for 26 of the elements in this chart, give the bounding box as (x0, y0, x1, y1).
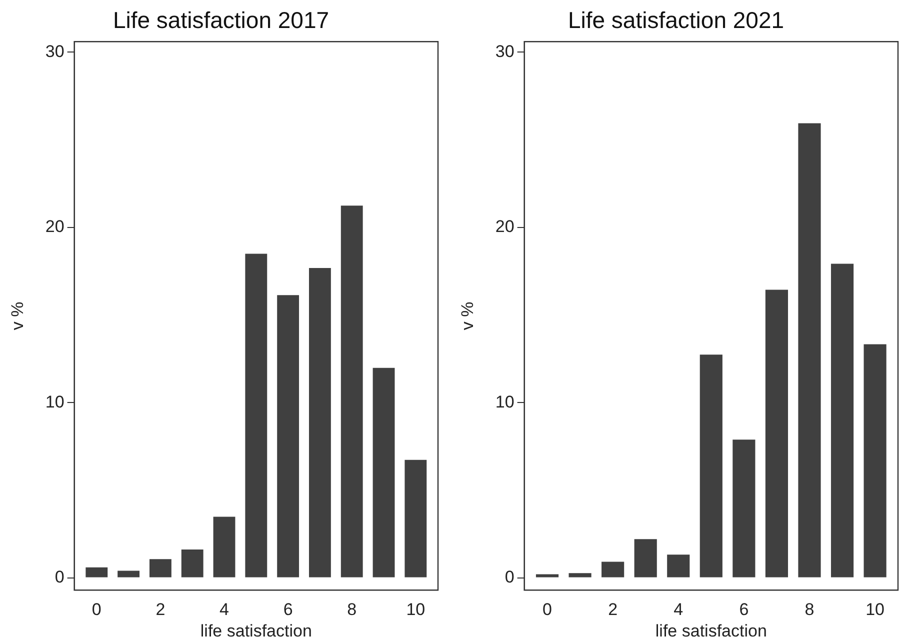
x-axis-title: life satisfaction (655, 621, 767, 640)
y-tick-label: 20 (495, 217, 514, 236)
y-tick-label: 10 (45, 392, 64, 412)
y-tick-label: 30 (45, 42, 64, 61)
x-tick-label: 10 (866, 600, 885, 620)
chart-title: Life satisfaction 2021 (568, 7, 784, 34)
x-axis-title: life satisfaction (200, 621, 312, 640)
y-tick-label: 20 (45, 217, 64, 236)
x-tick-label: 2 (156, 600, 166, 620)
y-axis-title: v % (8, 302, 27, 330)
x-tick-label: 0 (542, 600, 552, 620)
x-tick-label: 2 (608, 600, 618, 620)
y-tick-label: 30 (495, 42, 514, 61)
x-tick-label: 10 (406, 600, 426, 620)
y-tick-label: 0 (54, 568, 64, 587)
x-tick-label: 8 (347, 600, 357, 620)
y-tick-label: 10 (495, 392, 514, 412)
chart-title: Life satisfaction 2017 (112, 7, 330, 34)
y-tick-label: 0 (504, 568, 514, 587)
x-tick-label: 4 (674, 600, 684, 620)
x-tick-label: 8 (804, 600, 814, 620)
x-tick-label: 6 (283, 600, 293, 620)
x-tick-label: 0 (92, 600, 102, 620)
y-axis-title: v % (458, 302, 477, 330)
x-tick-label: 6 (739, 600, 749, 620)
x-tick-label: 4 (220, 600, 229, 620)
